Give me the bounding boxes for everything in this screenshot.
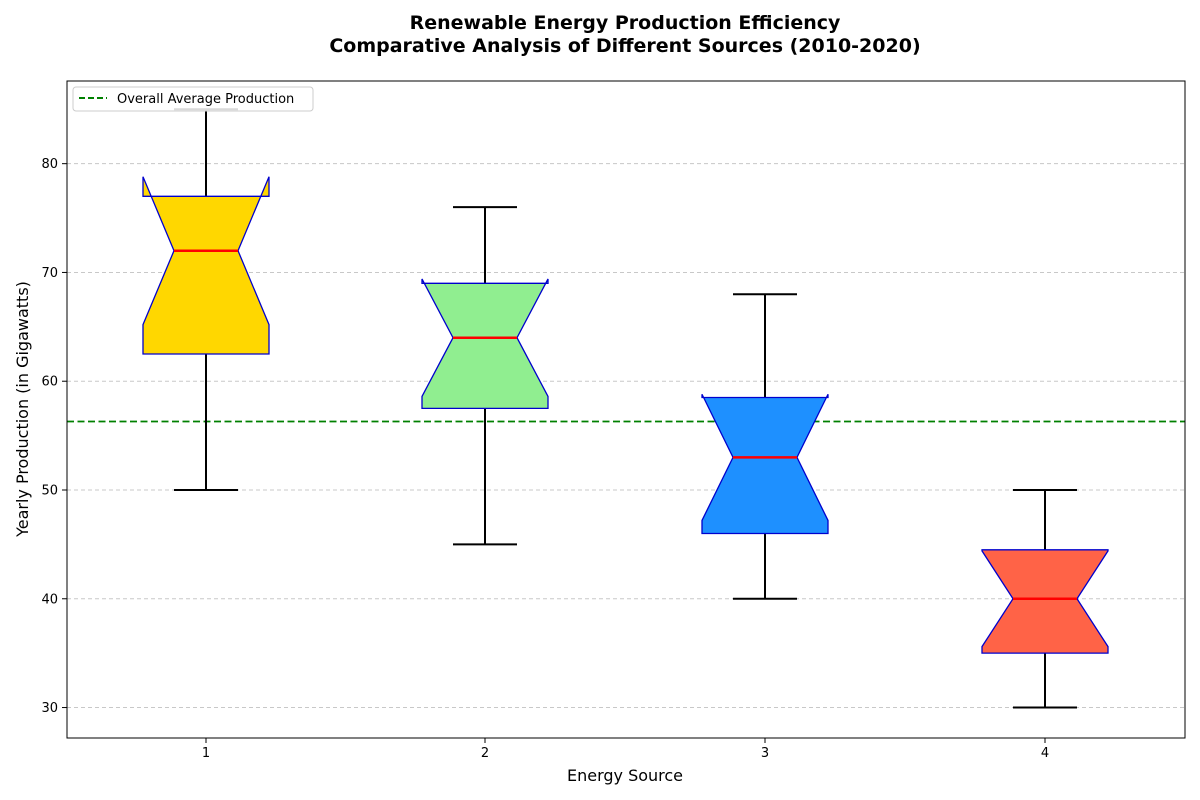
legend: Overall Average Production bbox=[72, 86, 314, 112]
box-group-4 bbox=[981, 488, 1109, 709]
grid-lines bbox=[67, 163, 1185, 709]
box-group-3 bbox=[701, 293, 829, 600]
y-tick-label: 40 bbox=[41, 592, 58, 607]
legend-label: Overall Average Production bbox=[117, 92, 294, 107]
box-group-1 bbox=[142, 108, 270, 491]
x-tick-label: 1 bbox=[202, 746, 210, 761]
y-tick-label: 70 bbox=[41, 266, 58, 281]
box-1 bbox=[142, 176, 270, 355]
y-tick-label: 50 bbox=[41, 483, 58, 498]
x-tick-label: 4 bbox=[1041, 746, 1049, 761]
ticks-layer: 30 40 50 60 70 80 1 2 3 4 bbox=[41, 157, 1049, 761]
x-tick-label: 3 bbox=[761, 746, 769, 761]
chart-title-line-2: Comparative Analysis of Different Source… bbox=[329, 35, 920, 57]
box-2 bbox=[421, 278, 549, 410]
legend-frame bbox=[72, 86, 314, 112]
boxes-layer bbox=[142, 108, 1109, 709]
box-4 bbox=[981, 549, 1109, 654]
y-tick-label: 30 bbox=[41, 701, 58, 716]
y-tick-label: 80 bbox=[41, 157, 58, 172]
x-axis-label: Energy Source bbox=[567, 766, 683, 785]
chart-title-line-1: Renewable Energy Production Efficiency bbox=[410, 12, 841, 34]
y-axis-label: Yearly Production (in Gigawatts) bbox=[13, 281, 32, 538]
box-3 bbox=[701, 393, 829, 535]
plot-frame bbox=[66, 80, 1186, 739]
x-tick-label: 2 bbox=[481, 746, 489, 761]
y-tick-label: 60 bbox=[41, 375, 58, 390]
box-group-2 bbox=[421, 206, 549, 546]
